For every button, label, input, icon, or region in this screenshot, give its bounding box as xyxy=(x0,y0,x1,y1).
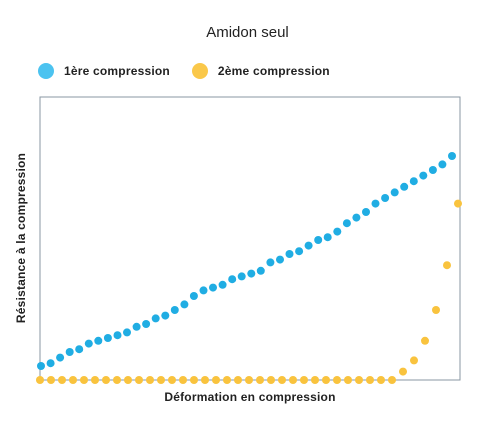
first-compression-point-28 xyxy=(304,241,313,250)
first-compression-point-35 xyxy=(371,199,380,208)
first-compression-point-13 xyxy=(161,311,170,320)
second-compression-point-35 xyxy=(421,336,429,345)
first-compression-point-29 xyxy=(314,236,323,244)
first-compression-point-37 xyxy=(390,188,399,197)
second-compression-point-26 xyxy=(322,376,330,384)
second-compression-point-27 xyxy=(333,376,341,384)
second-compression-point-21 xyxy=(267,376,275,384)
first-compression-point-17 xyxy=(199,286,208,295)
second-compression-point-30 xyxy=(366,376,374,384)
first-compression-point-9 xyxy=(123,328,131,337)
first-compression-point-0 xyxy=(37,362,45,370)
second-compression-point-22 xyxy=(278,376,286,384)
second-compression-point-6 xyxy=(102,376,110,384)
legend-label-second-compression: 2ème compression xyxy=(217,64,330,78)
second-compression-point-38 xyxy=(454,199,462,208)
first-compression-point-22 xyxy=(247,269,256,278)
second-compression-point-5 xyxy=(91,376,99,384)
legend-item-second-compression: 2ème compression xyxy=(191,63,330,79)
second-compression-point-4 xyxy=(80,376,88,384)
first-compression-point-27 xyxy=(295,247,304,256)
first-compression-point-6 xyxy=(94,336,103,345)
legend-label-first-compression: 1ère compression xyxy=(64,64,170,78)
first-compression-point-36 xyxy=(381,194,390,202)
second-compression-point-32 xyxy=(388,376,396,384)
first-compression-point-19 xyxy=(218,280,227,289)
plot-frame xyxy=(39,96,461,381)
chart-title: Amidon seul xyxy=(206,24,289,41)
second-compression-point-14 xyxy=(190,376,198,384)
first-compression-point-4 xyxy=(75,345,84,354)
second-compression-point-25 xyxy=(311,376,319,384)
second-compression-point-24 xyxy=(300,376,308,384)
first-compression-point-38 xyxy=(400,182,409,191)
first-compression-point-39 xyxy=(409,177,418,186)
chart-legend: 1ère compression 2ème compression xyxy=(38,63,352,79)
first-compression-point-21 xyxy=(237,272,246,281)
second-compression-point-19 xyxy=(245,376,253,384)
second-compression-point-13 xyxy=(179,376,187,384)
y-axis-label: Résistance à la compression xyxy=(14,152,28,324)
second-compression-point-3 xyxy=(69,376,77,384)
first-compression-point-43 xyxy=(448,152,456,160)
first-compression-point-2 xyxy=(56,353,65,362)
legend-marker-first-compression xyxy=(38,63,54,79)
first-compression-point-15 xyxy=(180,300,189,309)
first-compression-point-26 xyxy=(285,250,294,258)
first-compression-point-24 xyxy=(266,258,275,267)
second-compression-point-31 xyxy=(377,376,385,384)
first-compression-point-34 xyxy=(362,208,370,216)
second-compression-point-10 xyxy=(146,376,154,384)
first-compression-point-18 xyxy=(209,283,217,292)
second-compression-point-28 xyxy=(344,376,352,384)
data-points xyxy=(36,152,462,384)
first-compression-point-12 xyxy=(151,314,160,323)
second-compression-point-7 xyxy=(113,376,121,384)
first-compression-point-3 xyxy=(65,348,74,356)
first-compression-point-33 xyxy=(352,213,361,222)
second-compression-point-2 xyxy=(58,376,66,384)
first-compression-point-23 xyxy=(256,266,265,275)
second-compression-point-15 xyxy=(201,376,209,384)
second-compression-point-17 xyxy=(223,376,231,384)
second-compression-point-29 xyxy=(355,376,363,384)
first-compression-point-32 xyxy=(342,219,351,228)
first-compression-point-40 xyxy=(419,171,428,180)
second-compression-point-18 xyxy=(234,376,242,384)
first-compression-point-1 xyxy=(46,359,55,368)
second-compression-point-34 xyxy=(410,356,418,365)
first-compression-point-8 xyxy=(113,331,122,340)
first-compression-point-14 xyxy=(170,306,179,314)
second-compression-point-20 xyxy=(256,376,264,384)
first-compression-point-10 xyxy=(132,322,141,331)
second-compression-point-36 xyxy=(432,306,440,314)
second-compression-point-12 xyxy=(168,376,176,384)
first-compression-point-25 xyxy=(276,255,284,264)
second-compression-point-37 xyxy=(443,261,451,270)
first-compression-point-5 xyxy=(84,339,93,348)
first-compression-point-16 xyxy=(189,292,198,300)
second-compression-point-8 xyxy=(124,376,132,384)
legend-item-first-compression: 1ère compression xyxy=(38,63,170,79)
first-compression-point-41 xyxy=(428,166,437,174)
legend-marker-second-compression xyxy=(191,63,208,79)
first-compression-point-20 xyxy=(228,275,237,284)
second-compression-point-16 xyxy=(212,376,220,384)
second-compression-point-1 xyxy=(47,376,55,384)
first-compression-point-7 xyxy=(103,334,112,342)
x-axis-label: Déformation en compression xyxy=(164,390,336,404)
second-compression-point-33 xyxy=(399,367,407,376)
second-compression-point-23 xyxy=(289,376,297,384)
second-compression-point-11 xyxy=(157,376,165,384)
second-compression-point-0 xyxy=(36,376,44,384)
second-compression-point-9 xyxy=(135,376,143,384)
first-compression-point-42 xyxy=(438,160,447,169)
first-compression-point-31 xyxy=(333,227,342,236)
first-compression-point-30 xyxy=(323,233,332,242)
first-compression-point-11 xyxy=(142,320,151,328)
